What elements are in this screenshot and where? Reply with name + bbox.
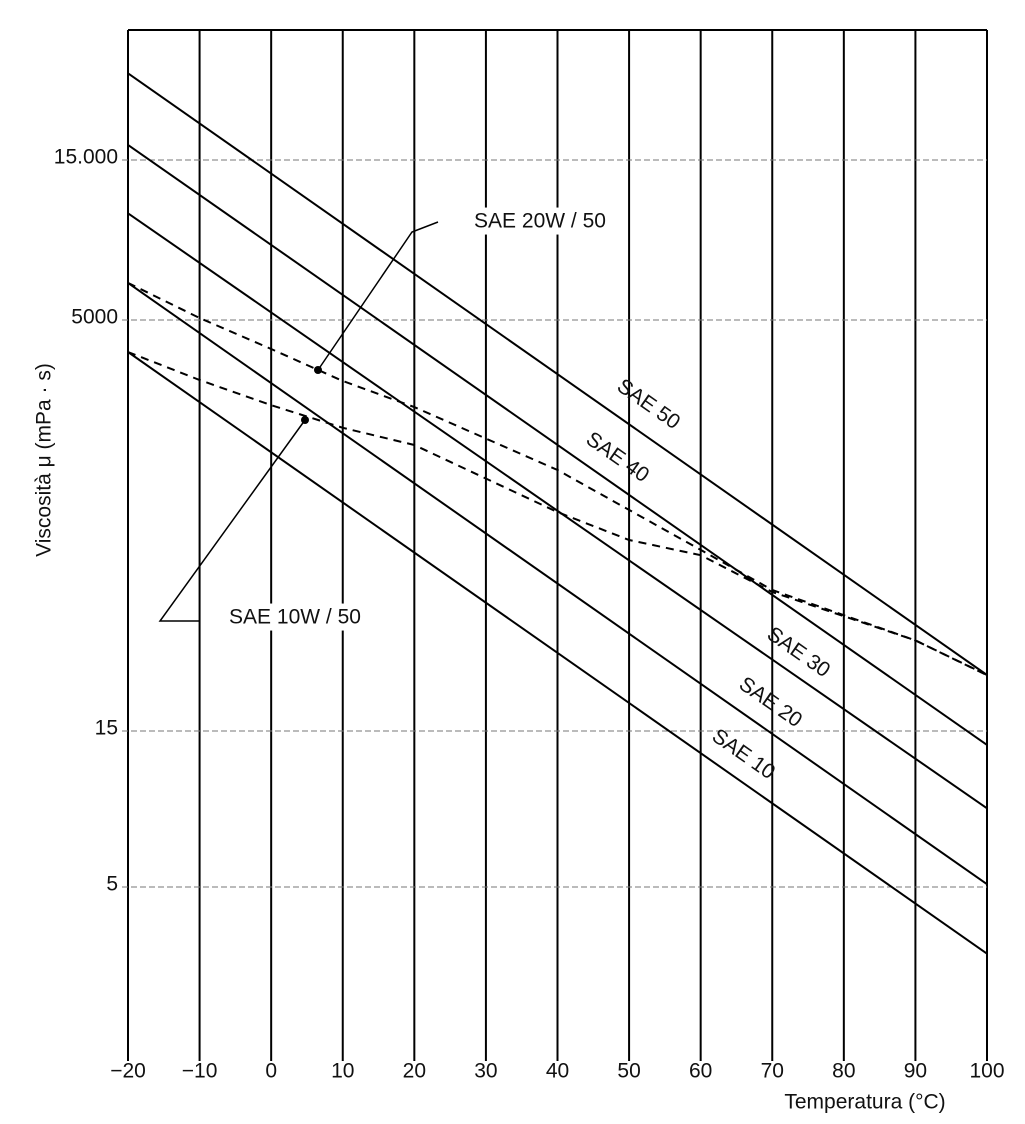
x-tick-label: 60	[689, 1060, 712, 1083]
y-tick-label: 5	[106, 873, 118, 896]
x-tick-label: 0	[265, 1060, 277, 1083]
series-label: SAE 10	[708, 724, 780, 784]
x-tick-label: 70	[761, 1060, 784, 1083]
series-line	[127, 351, 988, 955]
series-label: SAE 20W / 50	[474, 210, 606, 233]
x-tick-label: 10	[331, 1060, 354, 1083]
series-line	[127, 351, 988, 677]
series-line	[127, 72, 988, 676]
y-tick-label: 5000	[71, 306, 118, 329]
series-label: SAE 20	[735, 672, 807, 732]
label-bg	[470, 207, 610, 235]
series-line	[127, 144, 988, 746]
x-tick-label: −20	[110, 1060, 146, 1083]
y-tick-label: 15	[95, 717, 118, 740]
label-bg	[225, 603, 365, 631]
x-tick-label: −10	[182, 1060, 218, 1083]
series-line	[127, 212, 988, 810]
series-line	[127, 282, 988, 886]
x-tick-label: 30	[474, 1060, 497, 1083]
callout-leader	[317, 221, 439, 371]
series-line	[127, 282, 988, 676]
callout-leader	[158, 419, 306, 622]
callout-dot	[301, 416, 309, 424]
x-tick-label: 100	[969, 1060, 1004, 1083]
x-tick-label: 90	[904, 1060, 927, 1083]
x-tick-label: 40	[546, 1060, 569, 1083]
series-label: SAE 10W / 50	[229, 606, 361, 629]
x-tick-label: 80	[832, 1060, 855, 1083]
y-tick-label: 15.000	[54, 146, 118, 169]
y-axis-title: Viscosità μ (mPa · s)	[33, 363, 56, 557]
series-label: SAE 40	[582, 427, 654, 487]
x-tick-label: 50	[617, 1060, 640, 1083]
x-axis-title: Temperatura (°C)	[784, 1091, 945, 1114]
x-tick-label: 20	[403, 1060, 426, 1083]
callout-dot	[314, 366, 322, 374]
series-label: SAE 50	[613, 374, 685, 434]
